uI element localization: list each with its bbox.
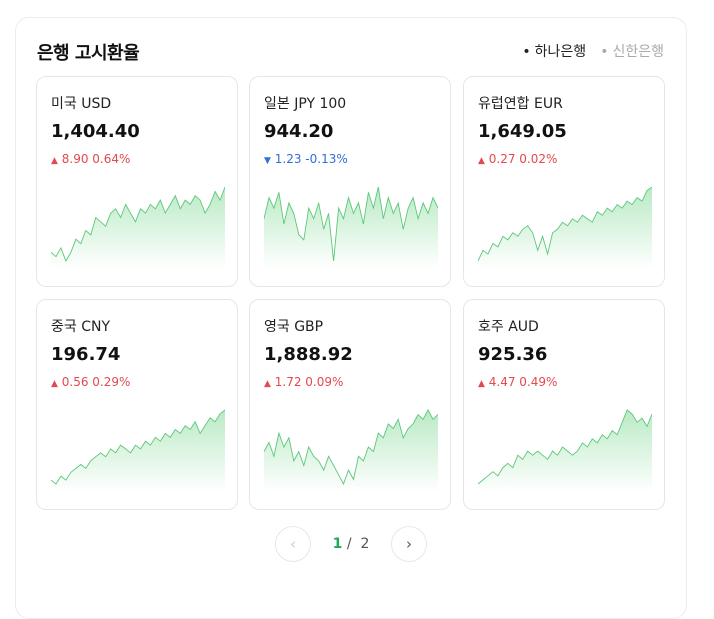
currency-change: ▲ 0.56 0.29% [51, 375, 130, 389]
currency-name: 일본 JPY 100 [264, 96, 347, 112]
panel-title: 은행 고시환율 [37, 43, 140, 64]
currency-price: 1,649.05 [478, 121, 567, 142]
pagination: ‹ 1 / 2 › [275, 526, 427, 562]
sparkline-area [478, 187, 652, 269]
currency-name: 유럽연합 EUR [478, 96, 563, 112]
currency-change: ▲ 0.27 0.02% [478, 152, 557, 166]
change-value: 8.90 0.64% [61, 152, 131, 166]
chevron-right-icon: › [406, 535, 412, 553]
sparkline-chart [264, 409, 438, 492]
currency-change: ▲ 8.90 0.64% [51, 152, 130, 166]
change-value: 1.23 -0.13% [274, 152, 348, 166]
sparkline-area [478, 410, 652, 492]
sparkline-chart [264, 186, 438, 269]
currency-price: 944.20 [264, 121, 334, 142]
change-value: 1.72 0.09% [274, 375, 344, 389]
current-page: 1 [332, 536, 343, 552]
currency-card[interactable]: 일본 JPY 100 944.20 ▼ 1.23 -0.13% [249, 76, 451, 287]
tab-shinhan-bank[interactable]: 신한은행 [600, 41, 664, 61]
change-value: 0.56 0.29% [61, 375, 131, 389]
next-page-button[interactable]: › [391, 526, 427, 562]
sparkline-area [264, 187, 438, 269]
sparkline-area [51, 410, 225, 492]
sparkline-area [264, 410, 438, 492]
sparkline-line [478, 409, 652, 485]
currency-price: 1,888.92 [264, 344, 353, 365]
currency-change: ▼ 1.23 -0.13% [264, 152, 348, 166]
currency-name: 중국 CNY [51, 319, 111, 335]
currency-price: 1,404.40 [51, 121, 140, 142]
sparkline-line [51, 186, 225, 263]
sparkline-line [51, 409, 225, 485]
prev-page-button[interactable]: ‹ [275, 526, 311, 562]
currency-card[interactable]: 중국 CNY 196.74 ▲ 0.56 0.29% [36, 299, 238, 510]
sparkline-chart [51, 409, 225, 492]
page-indicator: 1 / 2 [311, 536, 391, 552]
chevron-left-icon: ‹ [290, 535, 296, 553]
currency-card[interactable]: 미국 USD 1,404.40 ▲ 8.90 0.64% [36, 76, 238, 287]
currency-price: 196.74 [51, 344, 121, 365]
currency-change: ▲ 1.72 0.09% [264, 375, 343, 389]
currency-card[interactable]: 영국 GBP 1,888.92 ▲ 1.72 0.09% [249, 299, 451, 510]
currency-name: 호주 AUD [478, 319, 539, 335]
sparkline-line [264, 186, 438, 262]
triangle-down-icon: ▼ [264, 156, 271, 166]
triangle-up-icon: ▲ [478, 379, 485, 389]
triangle-up-icon: ▲ [51, 379, 58, 389]
change-value: 4.47 0.49% [488, 375, 558, 389]
triangle-up-icon: ▲ [478, 156, 485, 166]
bank-tabs: 하나은행 신한은행 [522, 41, 664, 61]
total-pages: 2 [360, 536, 370, 552]
currency-price: 925.36 [478, 344, 548, 365]
change-value: 0.27 0.02% [488, 152, 558, 166]
currency-card[interactable]: 호주 AUD 925.36 ▲ 4.47 0.49% [463, 299, 665, 510]
sparkline-chart [51, 186, 225, 269]
sparkline-chart [478, 409, 652, 492]
sparkline-chart [478, 186, 652, 269]
tab-hana-bank[interactable]: 하나은행 [522, 41, 587, 61]
sparkline-line [478, 186, 652, 262]
currency-card[interactable]: 유럽연합 EUR 1,649.05 ▲ 0.27 0.02% [463, 76, 665, 287]
currency-change: ▲ 4.47 0.49% [478, 375, 557, 389]
page-separator: / [346, 536, 352, 552]
currency-name: 영국 GBP [264, 319, 324, 335]
sparkline-line [264, 409, 438, 486]
triangle-up-icon: ▲ [264, 379, 271, 389]
triangle-up-icon: ▲ [51, 156, 58, 166]
currency-name: 미국 USD [51, 96, 112, 112]
